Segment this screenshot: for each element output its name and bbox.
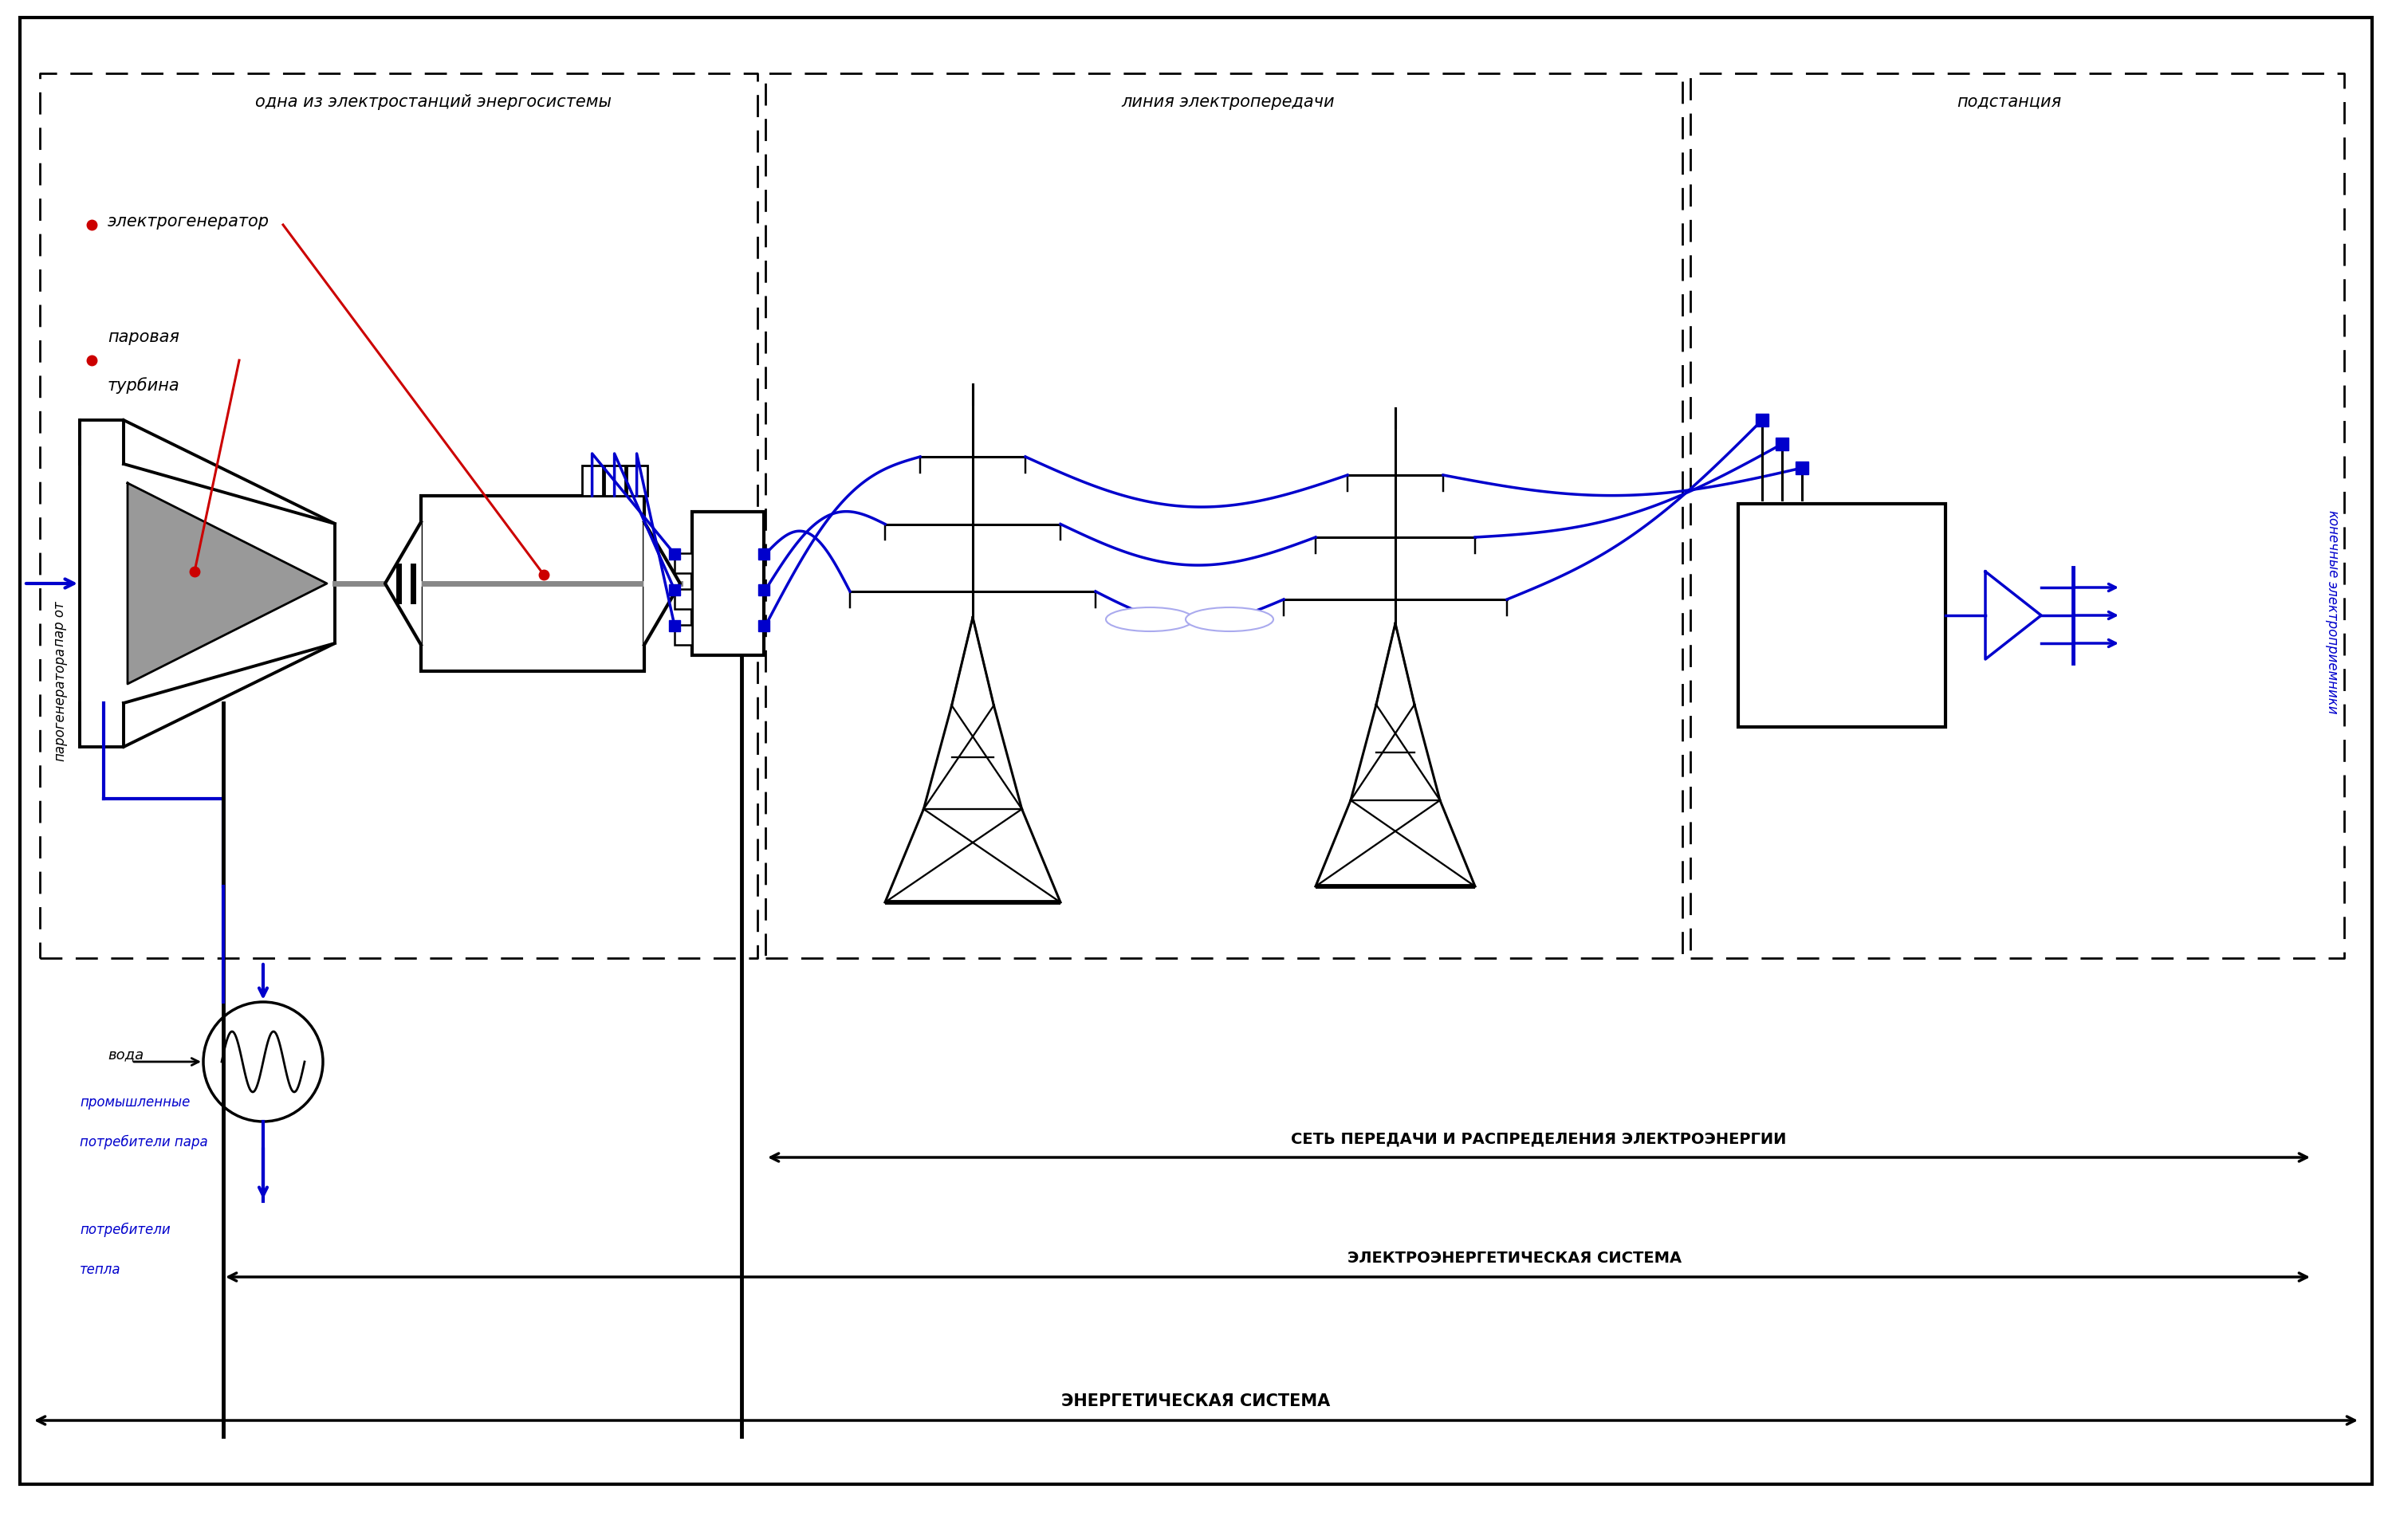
Text: подстанция: подстанция — [1957, 94, 2062, 109]
Text: пар от: пар от — [53, 601, 67, 647]
Text: электроприемники: электроприемники — [2325, 581, 2339, 715]
Text: одна из электростанций энергосистемы: одна из электростанций энергосистемы — [256, 94, 612, 109]
Bar — [675, 554, 691, 573]
Polygon shape — [643, 522, 679, 645]
Text: потребители: потребители — [79, 1223, 170, 1237]
Text: паровая: паровая — [108, 330, 179, 345]
Bar — [627, 467, 648, 496]
Text: электрогенератор: электрогенератор — [108, 214, 270, 229]
Bar — [670, 621, 679, 631]
Polygon shape — [1985, 571, 2040, 659]
Polygon shape — [385, 522, 421, 645]
Bar — [1739, 504, 1945, 727]
Ellipse shape — [1186, 608, 1273, 631]
Text: СЕТЬ ПЕРЕДАЧИ И РАСПРЕДЕЛЕНИЯ ЭЛЕКТРОЭНЕРГИИ: СЕТЬ ПЕРЕДАЧИ И РАСПРЕДЕЛЕНИЯ ЭЛЕКТРОЭНЕ… — [1292, 1130, 1787, 1146]
Text: турбина: турбина — [108, 377, 179, 393]
Text: линия электропередачи: линия электропередачи — [1122, 94, 1335, 109]
Text: ЭЛЕКТРОЭНЕРГЕТИЧЕСКАЯ СИСТЕМА: ЭЛЕКТРОЭНЕРГЕТИЧЕСКАЯ СИСТЕМА — [1347, 1250, 1682, 1266]
Bar — [1775, 439, 1789, 451]
Text: потребители пара: потребители пара — [79, 1135, 208, 1149]
Bar — [758, 621, 770, 631]
Bar — [581, 467, 603, 496]
Bar — [670, 548, 679, 561]
Bar — [1756, 414, 1768, 427]
Bar — [421, 496, 643, 671]
Text: вода: вода — [108, 1047, 144, 1061]
Text: конечные: конечные — [2325, 510, 2339, 578]
Bar — [670, 585, 679, 596]
Text: промышленные: промышленные — [79, 1095, 189, 1109]
Text: парогенератора: парогенератора — [53, 647, 67, 761]
Text: ЭНЕРГЕТИЧЕСКАЯ СИСТЕМА: ЭНЕРГЕТИЧЕСКАЯ СИСТЕМА — [1062, 1392, 1330, 1409]
Bar — [1796, 462, 1808, 474]
Bar — [675, 590, 691, 610]
Bar — [758, 585, 770, 596]
Bar — [675, 625, 691, 645]
Ellipse shape — [1105, 608, 1194, 631]
Bar — [691, 513, 763, 656]
Bar — [758, 548, 770, 561]
Polygon shape — [127, 484, 328, 684]
Bar — [605, 467, 624, 496]
Text: тепла: тепла — [79, 1261, 122, 1277]
